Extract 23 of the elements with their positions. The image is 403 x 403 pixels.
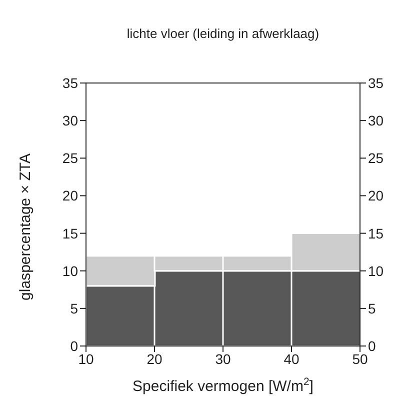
y2-tick-label: 25 (368, 150, 384, 166)
x-tick-label: 30 (215, 350, 231, 367)
y2-tick-label: 5 (368, 300, 376, 316)
x-axis-title: Specifiek vermogen [W/m$^{2}$] (132, 376, 314, 395)
y-tick-label: 20 (62, 188, 78, 204)
y-tick-label: 35 (62, 74, 78, 91)
y-tick-label: 15 (62, 225, 78, 242)
x-tick-label: 40 (284, 350, 300, 367)
x-tick-label: 20 (146, 350, 162, 367)
y2-tick-label: 0 (368, 338, 376, 354)
y-tick-label: 0 (70, 338, 78, 354)
y-tick-label: 30 (62, 112, 78, 129)
y-axis-title: glaspercentage × ZTA (17, 154, 34, 300)
y2-tick-label: 10 (368, 262, 384, 279)
chart-title: lichte vloer (leiding in afwerklaag) (126, 26, 320, 41)
x-tick-label: 50 (352, 350, 368, 367)
y2-tick-label: 30 (368, 112, 384, 129)
y2-tick-label: 35 (368, 74, 384, 91)
y2-tick-label: 15 (368, 225, 384, 242)
y-tick-label: 25 (62, 150, 78, 166)
y2-tick-label: 20 (368, 188, 384, 204)
y-tick-label: 10 (62, 262, 78, 279)
y-tick-label: 5 (70, 300, 78, 316)
